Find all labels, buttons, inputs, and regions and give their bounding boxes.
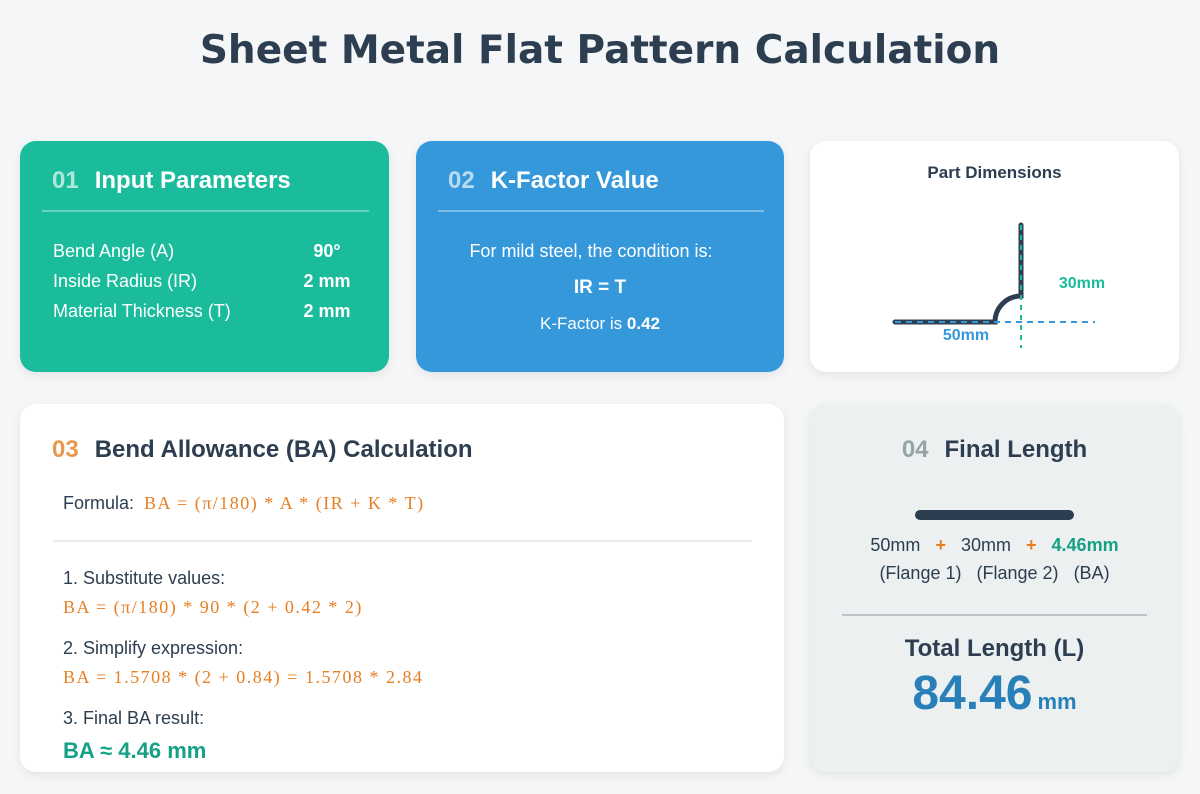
- total-length-value: 84.46 mm: [912, 667, 1077, 720]
- divider: [42, 210, 369, 212]
- flange2-label: 30mm: [1058, 275, 1106, 292]
- flat-pattern-bar: [915, 510, 1074, 520]
- step-label: 2. Simplify expression:: [63, 638, 244, 658]
- card-heading: 02 K-Factor Value: [448, 167, 659, 194]
- card-heading: 04 Final Length: [901, 436, 1088, 463]
- condition-equation: IR = T: [573, 277, 627, 298]
- card-heading: Part Dimensions: [927, 163, 1062, 182]
- page-title: Sheet Metal Flat Pattern Calculation: [199, 28, 1001, 73]
- formula: Formula: BA = (π/180) * A * (IR + K * T): [63, 493, 425, 513]
- part-profile: [892, 222, 1024, 325]
- length-sum-labels: (Flange 1) (Flange 2) (BA): [879, 563, 1110, 583]
- length-sum: 50mm + 30mm + 4.46mm: [870, 535, 1119, 555]
- total-length-label: Total Length (L): [904, 635, 1085, 662]
- card-heading: 01 Input Parameters: [52, 167, 291, 194]
- input-parameters-card: 01 Input Parameters Bend Angle (A) 90° Ins…: [20, 141, 389, 372]
- k-factor-result: K-Factor is 0.42: [539, 314, 660, 333]
- flange1-label: 50mm: [942, 327, 990, 344]
- card-heading: 03 Bend Allowance (BA) Calculation: [52, 436, 473, 463]
- final-length-card: 04 Final Length 50mm + 30mm + 4.46mm (Fla…: [810, 404, 1179, 772]
- ba-result: BA ≈ 4.46 mm: [63, 738, 207, 763]
- step-label: 3. Final BA result:: [63, 708, 205, 728]
- divider: [842, 614, 1147, 616]
- step-expression: BA = (π/180) * 90 * (2 + 0.42 * 2): [63, 597, 363, 617]
- step-expression: BA = 1.5708 * (2 + 0.84) = 1.5708 * 2.84: [63, 667, 424, 687]
- divider: [438, 210, 764, 212]
- bent-part-diagram: [892, 222, 1095, 348]
- k-factor-card: 02 K-Factor Value For mild steel, the con…: [416, 141, 784, 372]
- condition-text: For mild steel, the condition is:: [469, 241, 713, 261]
- bend-allowance-card: 03 Bend Allowance (BA) Calculation Formul…: [20, 404, 784, 772]
- param-row: Bend Angle (A) 90°: [53, 241, 341, 261]
- param-row: Inside Radius (IR) 2 mm: [53, 271, 351, 291]
- step-label: 1. Substitute values:: [63, 568, 226, 588]
- part-dimensions-card: Part Dimensions 50mm 30mm: [810, 141, 1179, 372]
- divider: [53, 540, 752, 542]
- param-row: Material Thickness (T) 2 mm: [53, 301, 351, 321]
